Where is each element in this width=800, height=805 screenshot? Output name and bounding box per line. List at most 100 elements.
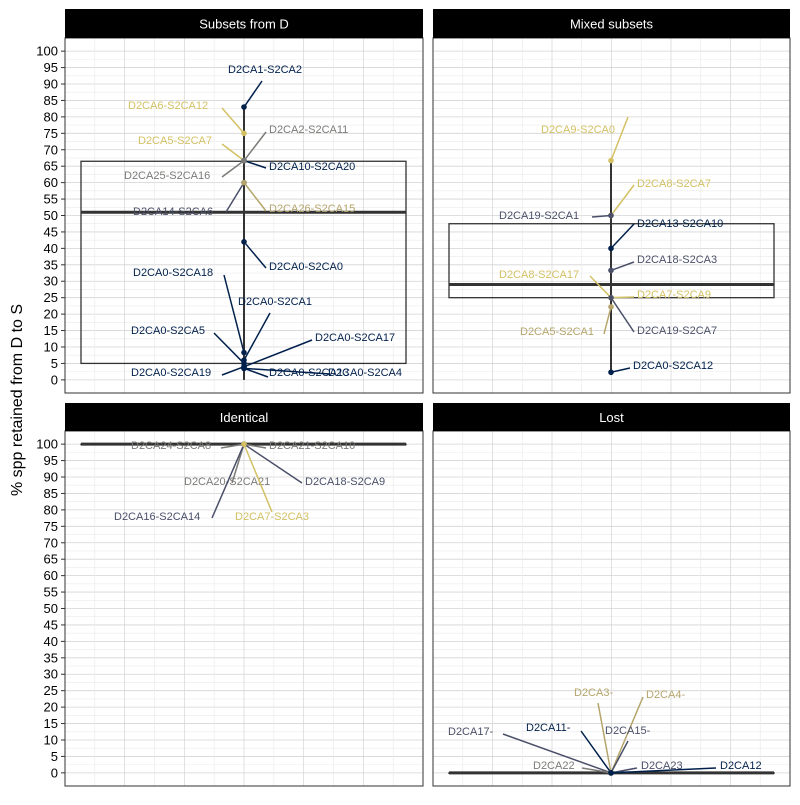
label-connector [610,223,635,249]
y-tick-label: 20 [44,307,58,322]
point-label: D2CA13-S2CA10 [637,218,723,230]
y-tick-label: 10 [44,732,58,747]
point-label: D2CA0-S2CA19 [131,367,211,379]
label-connector [221,107,245,134]
point-label: D2CA18-S2CA9 [305,476,385,488]
point-label: D2CA7-S2CA9 [637,289,711,301]
point-label: D2CA6-S2CA12 [128,100,208,112]
y-tick-label: 25 [44,290,58,305]
y-tick-label: 0 [51,765,58,780]
point-label: D2CA15- [605,725,651,737]
y-tick-label: 55 [44,192,58,207]
point-label: D2CA0-S2CA5 [131,325,205,337]
y-tick-label: 90 [44,470,58,485]
data-point [608,770,614,776]
point-label: D2CA14-S2CA6 [133,206,213,218]
panel-title: Mixed subsets [570,17,654,32]
y-tick-label: 60 [44,175,58,190]
y-tick-label: 70 [44,535,58,550]
y-tick-label: 60 [44,568,58,583]
label-connector [610,367,631,374]
point-label: D2CA0-S2CA18 [133,267,213,279]
point-label: D2CA0-S2CA17 [315,332,395,344]
point-label: D2CA0-S2CA12 [633,360,713,372]
y-tick-label: 95 [44,60,58,75]
label-connector [243,131,267,162]
label-connector [243,443,273,513]
label-connector [610,184,635,216]
data-point [241,179,247,186]
label-connector [610,297,635,333]
y-axis-label: % spp retained from D to S [9,304,26,496]
label-connector [603,306,612,335]
panel-strip [433,9,790,38]
label-connector [243,367,269,378]
y-tick-label: 95 [44,453,58,468]
y-tick-label: 100 [36,437,58,452]
label-connector [243,367,331,375]
y-tick-label: 85 [44,93,58,108]
panel-strip [433,403,790,431]
label-connector [610,261,635,272]
y-tick-label: 5 [51,356,58,371]
point-label: D2CA1-S2CA2 [228,64,302,76]
point-label: D2CA19-S2CA7 [637,325,717,337]
label-connector [225,182,245,213]
y-tick-label: 15 [44,323,58,338]
y-tick-label: 20 [44,700,58,715]
data-point [241,441,247,447]
data-point [241,157,247,164]
data-point [608,245,614,252]
y-tick-label: 35 [44,650,58,665]
y-tick-label: 80 [44,502,58,517]
point-label: D2CA0-S2CA1 [238,296,312,308]
label-connector [223,274,245,353]
y-tick-label: 15 [44,716,58,731]
label-connector [597,702,612,773]
label-connector [243,159,267,169]
data-point [241,104,247,110]
label-connector [243,182,267,212]
y-tick-label: 50 [44,601,58,616]
label-connector [610,116,629,161]
point-label: D2CA2-S2CA11 [269,124,348,136]
point-label: D2CA21-S2CA10 [269,440,355,452]
label-connector [610,767,717,774]
y-tick-label: 25 [44,683,58,698]
y-tick-label: 65 [44,552,58,567]
panel-title: Identical [220,410,269,425]
y-tick-label: 75 [44,519,58,534]
y-tick-label: 0 [51,372,58,387]
data-point [608,157,614,164]
panel-title: Subsets from D [199,17,289,32]
point-label: D2CA22 [533,760,575,772]
label-connector [243,241,267,269]
y-tick-label: 40 [44,634,58,649]
point-label: D2CA11- [526,722,571,734]
point-label: D2CA3- [574,687,613,699]
label-connector [243,443,267,449]
y-tick-label: 65 [44,159,58,174]
data-point [608,304,614,310]
data-point [608,369,614,376]
point-label: D2CA12 [720,760,762,772]
point-label: D2CA25-S2CA16 [124,170,210,182]
point-label: D2CA17- [448,726,494,738]
label-connector [220,443,245,449]
y-tick-label: 80 [44,109,58,124]
label-connector [243,80,263,108]
data-point [608,294,614,301]
point-label: D2CA8-S2CA17 [499,269,579,281]
y-tick-label: 100 [36,44,58,59]
label-connector [610,296,635,299]
point-label: D2CA9-S2CA0 [541,124,615,136]
point-label: D2CA18-S2CA3 [637,254,717,266]
point-label: D2CA16-S2CA14 [114,511,200,523]
data-point [241,349,247,356]
label-connector [591,214,612,218]
y-tick-label: 45 [44,224,58,239]
data-point [241,130,247,137]
label-connector [243,339,313,368]
panel-title: Lost [599,410,624,425]
